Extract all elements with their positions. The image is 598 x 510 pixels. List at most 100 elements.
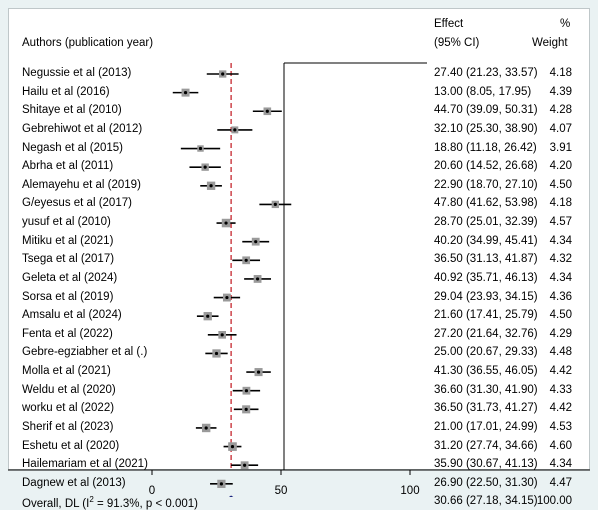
study-weight: 4.34 bbox=[549, 271, 572, 284]
plot-region bbox=[8, 8, 590, 470]
study-effect: 21.00 (17.01, 24.99) bbox=[434, 420, 538, 433]
overall-effect: 30.66 (27.18, 34.15) bbox=[434, 495, 538, 508]
study-weight: 4.33 bbox=[549, 383, 572, 396]
study-effect: 44.70 (39.09, 50.31) bbox=[434, 104, 538, 117]
study-label: Gebrehiwot et al (2012) bbox=[22, 122, 143, 135]
study-weight: 4.42 bbox=[549, 402, 572, 415]
header-study: Authors (publication year) bbox=[22, 37, 154, 49]
point-estimate bbox=[219, 482, 224, 486]
study-effect: 32.10 (25.30, 38.90) bbox=[434, 122, 538, 135]
study-weight: 4.18 bbox=[549, 67, 572, 79]
point-estimate bbox=[230, 445, 235, 449]
point-estimate bbox=[265, 109, 269, 113]
study-effect: 27.40 (21.23, 33.57) bbox=[434, 67, 538, 79]
header-effect-line1: Effect bbox=[434, 18, 464, 30]
study-label: Dagnew et al (2013) bbox=[22, 476, 126, 489]
point-estimate bbox=[220, 333, 224, 337]
study-label: Tsega et al (2017) bbox=[22, 253, 115, 266]
point-estimate bbox=[256, 370, 261, 374]
study-weight: 3.91 bbox=[549, 141, 572, 154]
header-weight-line1: % bbox=[560, 18, 571, 30]
study-label: Hailemariam et al (2021) bbox=[22, 458, 148, 471]
x-tick-label: 100 bbox=[400, 485, 420, 497]
study-effect: 40.92 (35.71, 46.13) bbox=[434, 271, 538, 284]
point-estimate bbox=[203, 165, 207, 169]
point-estimate bbox=[214, 351, 219, 356]
point-estimate bbox=[221, 72, 225, 76]
study-effect: 41.30 (36.55, 46.05) bbox=[434, 365, 538, 378]
study-weight: 4.47 bbox=[549, 476, 572, 489]
study-effect: 36.50 (31.13, 41.87) bbox=[434, 253, 538, 266]
study-effect: 13.00 (8.05, 17.95) bbox=[434, 85, 532, 98]
study-effect: 20.60 (14.52, 26.68) bbox=[434, 160, 538, 173]
point-estimate bbox=[244, 389, 249, 393]
study-effect: 31.20 (27.74, 34.66) bbox=[434, 439, 538, 452]
point-estimate bbox=[244, 407, 248, 411]
study-label: Sherif et al (2023) bbox=[22, 420, 114, 433]
study-weight: 4.60 bbox=[549, 439, 572, 452]
study-effect: 35.90 (30.67, 41.13) bbox=[434, 458, 538, 471]
study-label: Eshetu et al (2020) bbox=[22, 439, 120, 452]
study-weight: 4.39 bbox=[549, 85, 572, 98]
study-weight: 4.57 bbox=[549, 216, 572, 229]
point-estimate bbox=[273, 202, 277, 207]
study-effect: 28.70 (25.01, 32.39) bbox=[434, 216, 538, 229]
study-effect: 40.20 (34.99, 45.41) bbox=[434, 234, 538, 247]
study-effect: 36.60 (31.30, 41.90) bbox=[434, 383, 538, 396]
study-effect: 21.60 (17.41, 25.79) bbox=[434, 309, 538, 322]
study-weight: 4.18 bbox=[549, 197, 572, 210]
study-label: Molla et al (2021) bbox=[22, 365, 111, 378]
point-estimate bbox=[255, 277, 260, 281]
study-effect: 25.00 (20.67, 29.33) bbox=[434, 346, 538, 359]
study-label: Gebre-egziabher et al (.) bbox=[22, 346, 148, 359]
study-label: Alemayehu et al (2019) bbox=[22, 178, 141, 191]
study-weight: 4.07 bbox=[549, 122, 572, 135]
point-estimate bbox=[244, 258, 248, 262]
study-label: Sorsa et al (2019) bbox=[22, 290, 114, 303]
study-weight: 4.48 bbox=[549, 346, 572, 359]
point-estimate bbox=[254, 240, 258, 244]
study-label: Shitaye et al (2010) bbox=[22, 104, 122, 117]
study-weight: 4.50 bbox=[549, 178, 572, 191]
study-effect: 26.90 (22.50, 31.30) bbox=[434, 476, 538, 489]
study-weight: 4.50 bbox=[549, 309, 572, 322]
point-estimate bbox=[243, 463, 247, 467]
study-label: Abrha et al (2011) bbox=[22, 160, 114, 173]
study-weight: 4.32 bbox=[549, 253, 572, 266]
study-weight: 4.53 bbox=[549, 420, 572, 433]
point-estimate bbox=[225, 295, 229, 300]
study-label: Geleta et al (2024) bbox=[22, 271, 118, 284]
study-weight: 4.42 bbox=[549, 365, 572, 378]
point-estimate bbox=[183, 91, 188, 95]
study-effect: 27.20 (21.64, 32.76) bbox=[434, 327, 538, 340]
study-effect: 22.90 (18.70, 27.10) bbox=[434, 178, 538, 191]
study-weight: 4.36 bbox=[549, 290, 572, 303]
header-effect-line2: (95% CI) bbox=[434, 37, 480, 49]
point-estimate bbox=[204, 426, 208, 430]
point-estimate bbox=[198, 146, 203, 151]
study-effect: 29.04 (23.93, 34.15) bbox=[434, 290, 538, 303]
study-label: G/eyesus et al (2017) bbox=[22, 197, 132, 210]
study-label: Fenta et al (2022) bbox=[22, 327, 113, 340]
point-estimate bbox=[206, 314, 210, 318]
study-weight: 4.20 bbox=[549, 160, 572, 173]
study-label: Weldu et al (2020) bbox=[22, 383, 116, 396]
study-weight: 4.29 bbox=[549, 327, 572, 340]
x-tick-label: 50 bbox=[274, 485, 288, 497]
overall-label: Overall, DL (I2 = 91.3%, p < 0.001) bbox=[22, 495, 198, 510]
overall-weight: 100.00 bbox=[536, 495, 572, 508]
study-label: Negash et al (2015) bbox=[22, 141, 124, 154]
study-label: worku et al (2022) bbox=[22, 402, 115, 415]
study-effect: 36.50 (31.73, 41.27) bbox=[434, 402, 538, 415]
x-tick-label: 0 bbox=[148, 485, 156, 497]
study-label: Mitiku et al (2021) bbox=[22, 234, 114, 247]
study-label: yusuf et al (2010) bbox=[22, 216, 111, 229]
study-effect: 47.80 (41.62, 53.98) bbox=[434, 197, 538, 210]
study-weight: 4.34 bbox=[549, 458, 572, 471]
study-weight: 4.34 bbox=[549, 234, 572, 247]
point-estimate bbox=[233, 128, 237, 132]
study-effect: 18.80 (11.18, 26.42) bbox=[434, 141, 537, 154]
study-label: Hailu et al (2016) bbox=[22, 85, 110, 98]
header-weight-line2: Weight bbox=[532, 37, 568, 49]
point-estimate bbox=[224, 221, 228, 225]
